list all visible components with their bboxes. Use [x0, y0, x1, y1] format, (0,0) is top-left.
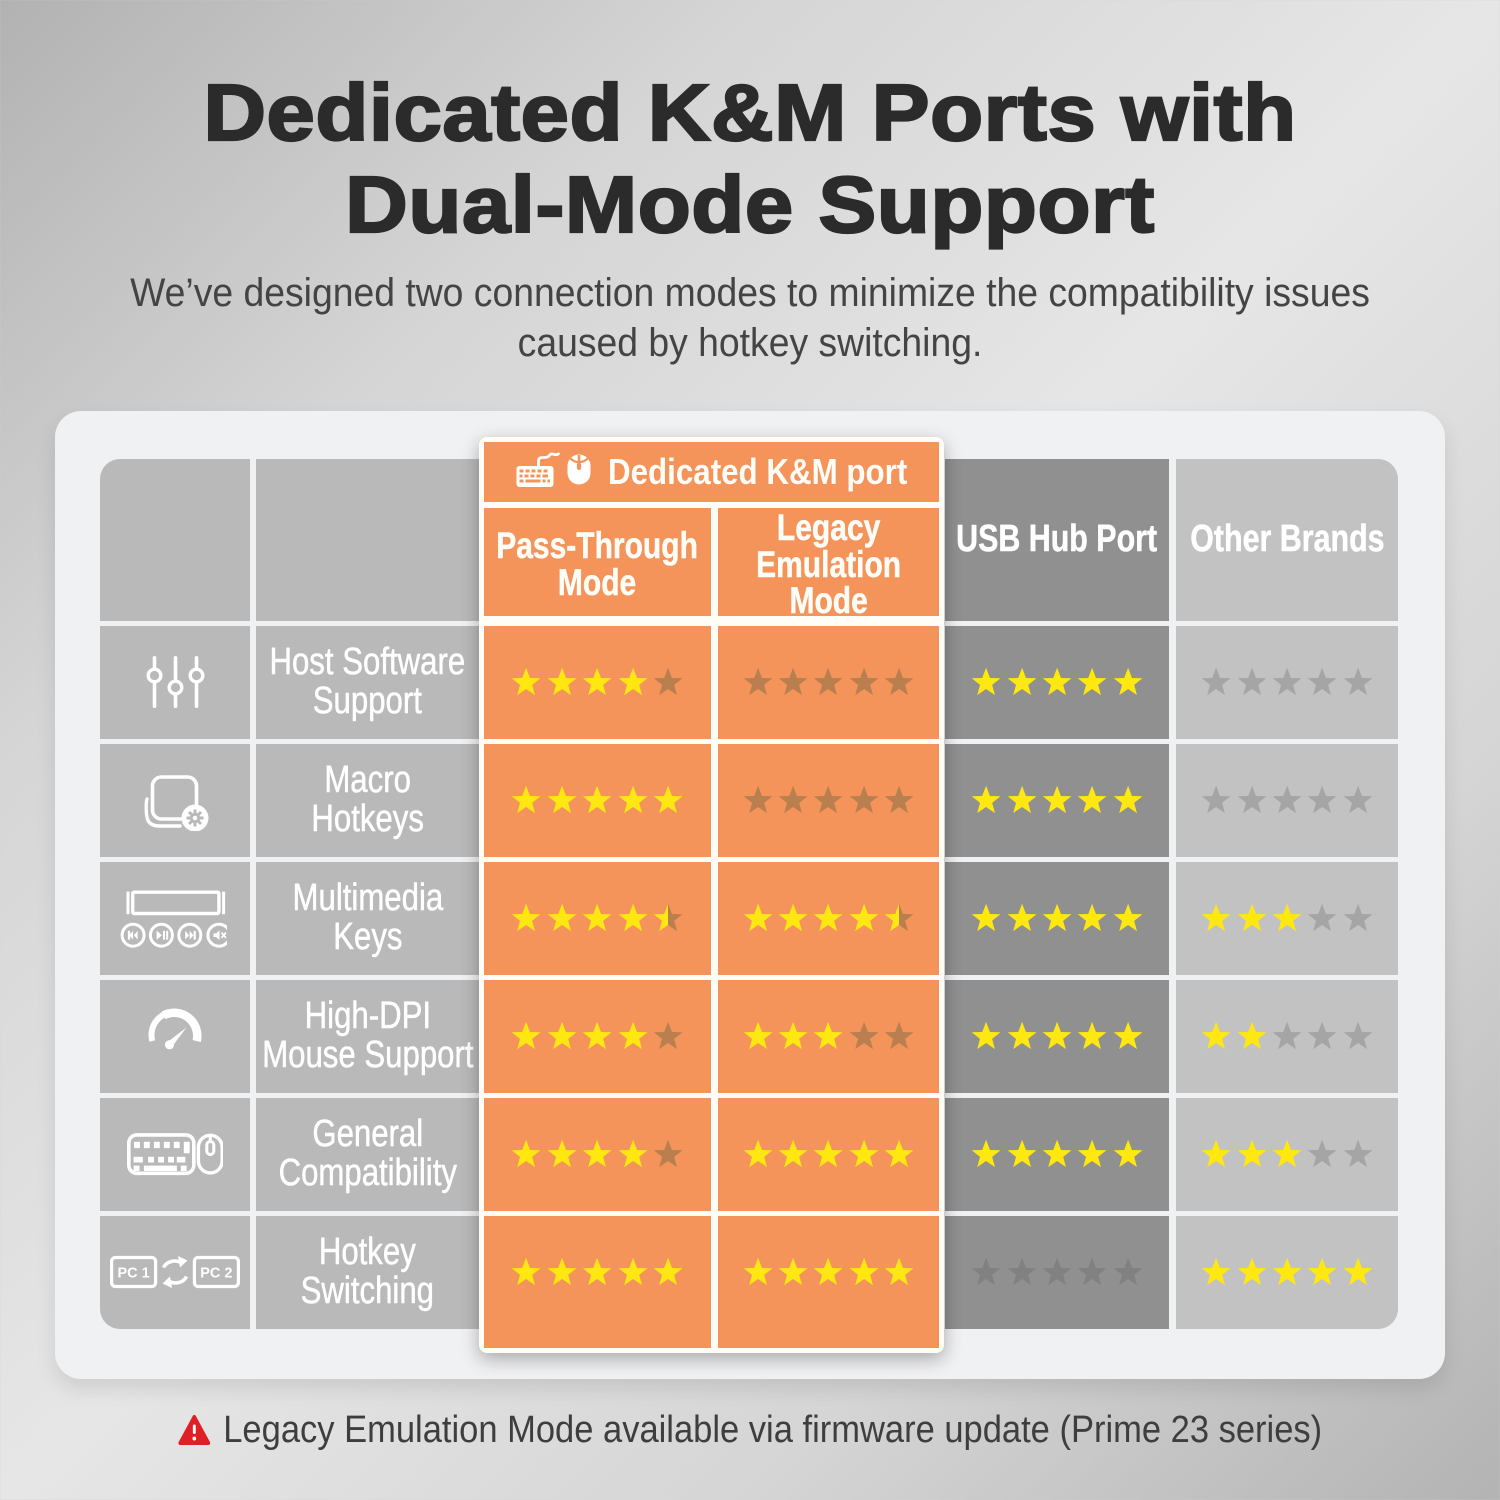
- svg-text:PC 1: PC 1: [117, 1266, 149, 1282]
- svg-text:PC 2: PC 2: [200, 1266, 232, 1282]
